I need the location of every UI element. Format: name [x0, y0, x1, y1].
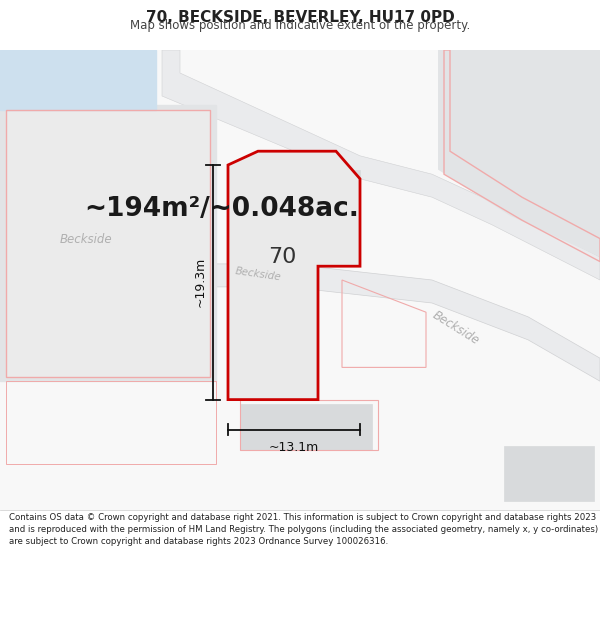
Text: Contains OS data © Crown copyright and database right 2021. This information is : Contains OS data © Crown copyright and d… [9, 514, 598, 546]
Bar [504, 446, 594, 501]
Text: Beckside: Beckside [60, 233, 113, 246]
Bar [0, 50, 156, 110]
Polygon shape [438, 50, 600, 257]
Text: 70, BECKSIDE, BEVERLEY, HU17 0PD: 70, BECKSIDE, BEVERLEY, HU17 0PD [146, 10, 454, 25]
Bar [240, 404, 372, 450]
Bar [0, 105, 216, 381]
Text: ~13.1m: ~13.1m [269, 441, 319, 454]
Polygon shape [228, 151, 360, 399]
Text: ~19.3m: ~19.3m [193, 257, 206, 308]
Text: Map shows position and indicative extent of the property.: Map shows position and indicative extent… [130, 19, 470, 32]
Bar [6, 110, 210, 377]
Polygon shape [162, 50, 600, 280]
Text: ~194m²/~0.048ac.: ~194m²/~0.048ac. [84, 196, 359, 222]
Text: Beckside: Beckside [430, 309, 482, 348]
Bar [228, 169, 360, 234]
Text: Beckside: Beckside [234, 266, 282, 282]
Text: 70: 70 [268, 247, 296, 267]
Polygon shape [0, 234, 600, 381]
